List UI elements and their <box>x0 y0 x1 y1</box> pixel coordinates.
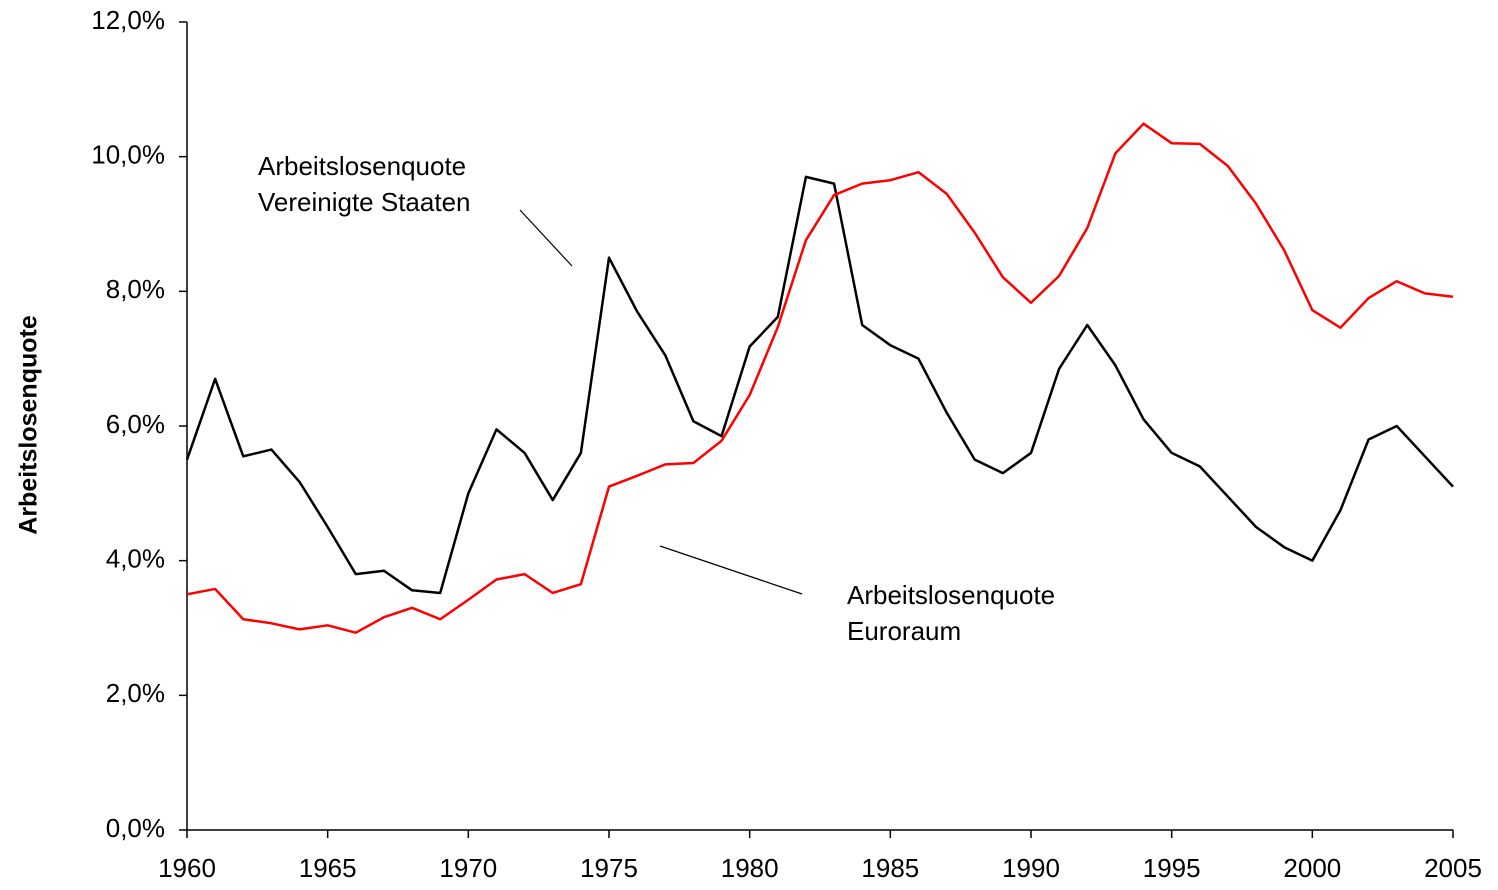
y-tick-label: 12,0% <box>91 5 165 35</box>
y-tick-label: 2,0% <box>106 678 165 708</box>
leader-line <box>519 209 573 267</box>
y-tick-label: 8,0% <box>106 274 165 304</box>
y-tick-label: 6,0% <box>106 409 165 439</box>
annotation: Euroraum <box>847 616 961 646</box>
leader-line <box>659 545 803 595</box>
x-tick-label: 1990 <box>1002 853 1060 883</box>
annotation: Arbeitslosenquote <box>847 580 1055 610</box>
series-line <box>186 122 1454 634</box>
x-tick-label: 1960 <box>158 853 216 883</box>
y-tick-label: 0,0% <box>106 813 165 843</box>
x-tick-label: 2005 <box>1424 853 1482 883</box>
x-tick-label: 1965 <box>299 853 357 883</box>
x-tick-label: 1975 <box>580 853 638 883</box>
x-tick-label: 2000 <box>1283 853 1341 883</box>
series-line <box>185 175 1454 595</box>
y-axis-label: Arbeitslosenquote <box>15 315 43 535</box>
annotation: Vereinigte Staaten <box>258 187 471 217</box>
y-tick-label: 10,0% <box>91 140 165 170</box>
x-tick-label: 1970 <box>439 853 497 883</box>
x-tick-label: 1980 <box>721 853 779 883</box>
y-tick-label: 4,0% <box>106 544 165 574</box>
x-tick-label: 1985 <box>861 853 919 883</box>
x-tick-label: 1995 <box>1143 853 1201 883</box>
annotation: Arbeitslosenquote <box>258 151 466 181</box>
